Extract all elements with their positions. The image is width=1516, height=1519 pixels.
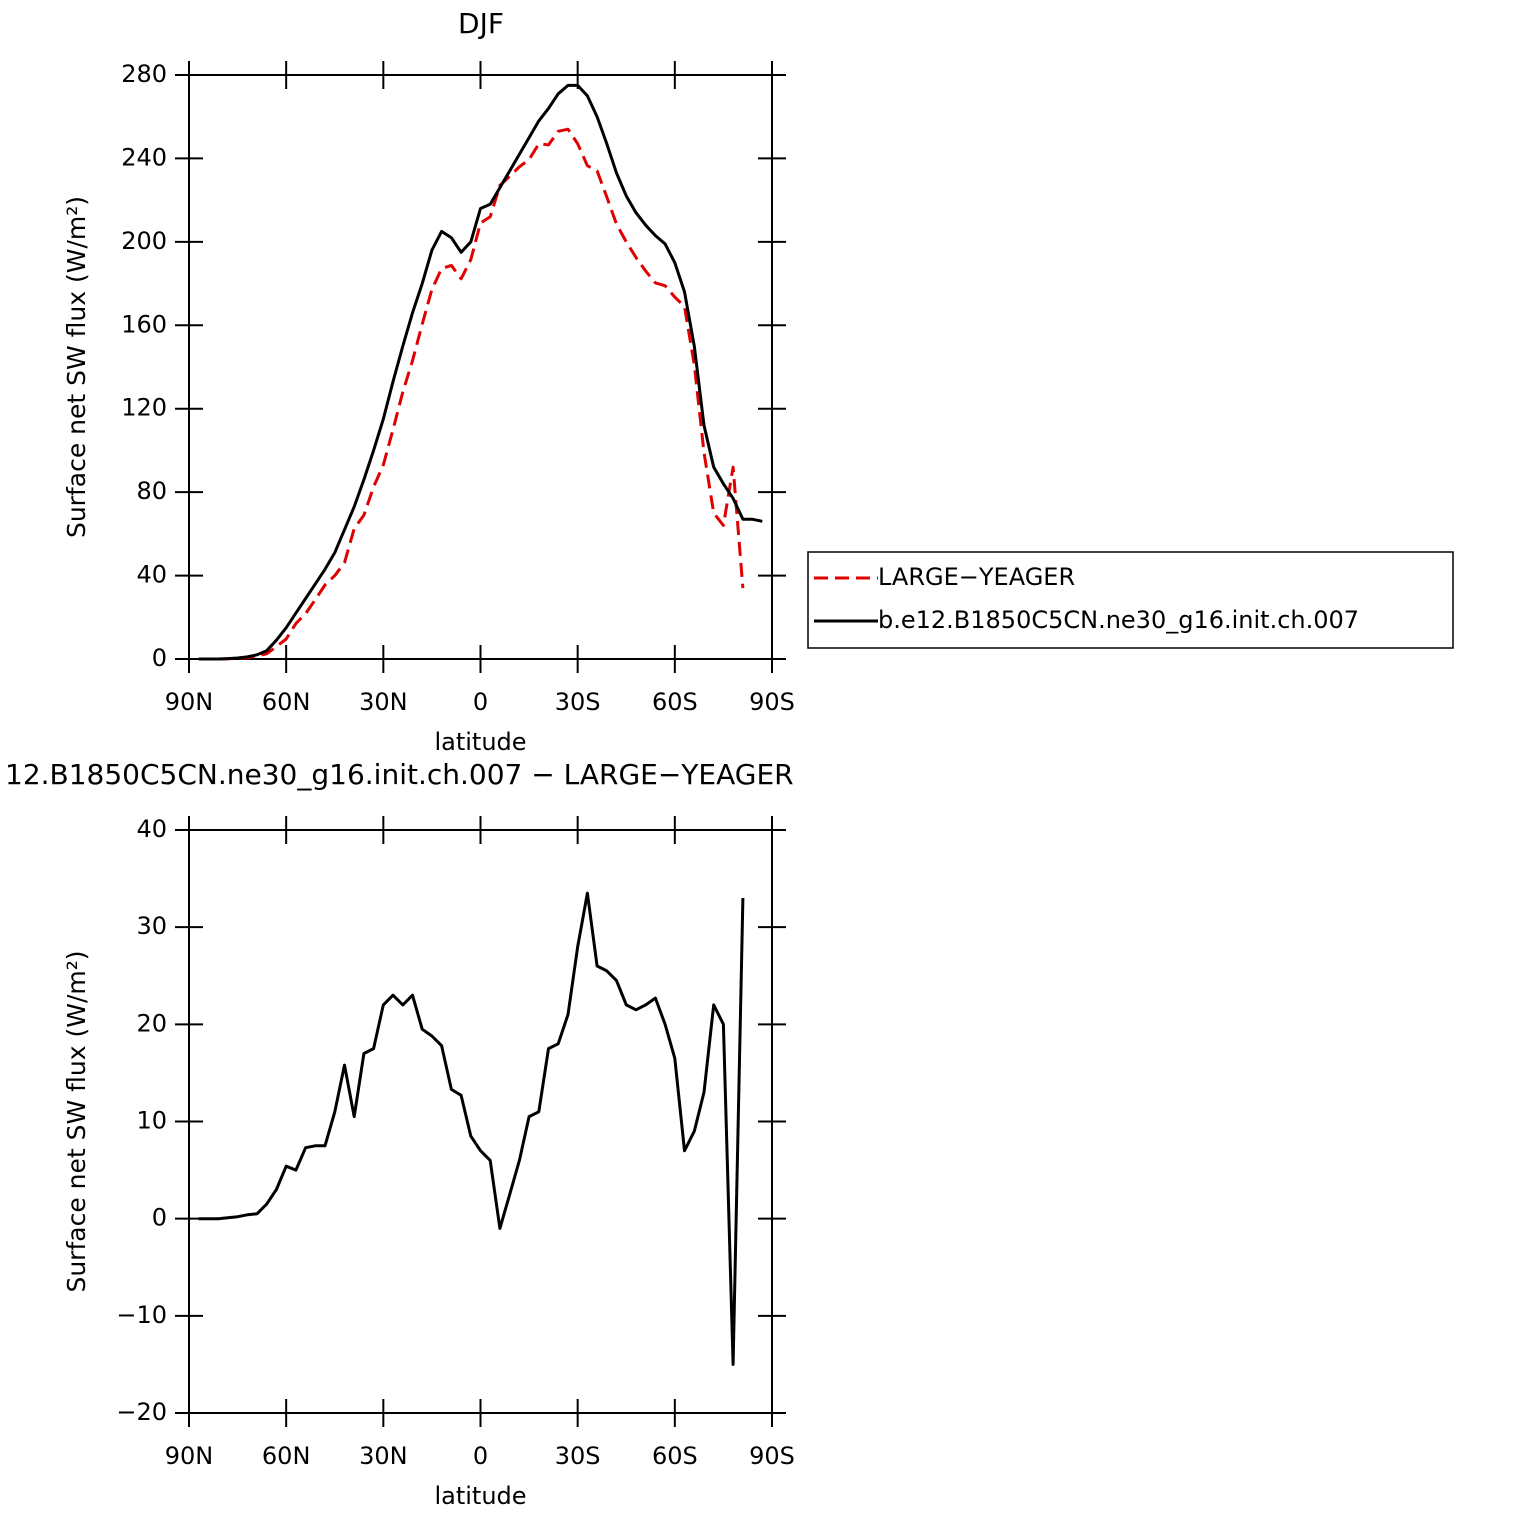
x-tick-label: 60N [262, 688, 311, 716]
y-tick-label: 160 [121, 310, 167, 338]
x-tick-label: 30S [555, 1442, 601, 1470]
x-tick-label: 0 [473, 1442, 488, 1470]
y-tick-label: 240 [121, 143, 167, 171]
y-tick-label: −20 [116, 1398, 167, 1426]
x-tick-label: 90N [165, 688, 214, 716]
x-tick-label: 30N [359, 688, 408, 716]
y-tick-label: 0 [152, 644, 167, 672]
legend-box [807, 551, 1454, 649]
plot-frame [188, 829, 773, 1414]
x-tick-label: 60S [652, 688, 698, 716]
x-tick-label: 60S [652, 1442, 698, 1470]
x-tick-label: 30N [359, 1442, 408, 1470]
x-tick-label: 30S [555, 688, 601, 716]
y-tick-label: −10 [116, 1301, 167, 1329]
x-tick-label: 60N [262, 1442, 311, 1470]
y-tick-label: 30 [136, 912, 167, 940]
y-tick-label: 120 [121, 394, 167, 422]
y-tick-label: 200 [121, 227, 167, 255]
y-axis-label: Surface net SW flux (W/m²) [62, 950, 91, 1292]
chart-title: 12.B1850C5CN.ne30_g16.init.ch.007 − LARG… [5, 758, 794, 791]
x-axis-label: latitude [434, 728, 526, 756]
y-tick-label: 10 [136, 1107, 167, 1135]
x-axis-label: latitude [434, 1482, 526, 1510]
y-tick-label: 280 [121, 60, 167, 88]
legend-label: LARGE−YEAGER [878, 563, 1075, 591]
chart-title: DJF [458, 7, 504, 40]
x-tick-label: 90S [749, 1442, 795, 1470]
x-tick-label: 90S [749, 688, 795, 716]
y-tick-label: 0 [152, 1204, 167, 1232]
plot-frame [188, 74, 773, 660]
y-tick-label: 40 [136, 561, 167, 589]
data-line [198, 127, 745, 661]
legend-label: b.e12.B1850C5CN.ne30_g16.init.ch.007 [878, 606, 1359, 634]
data-line [198, 891, 745, 1366]
y-axis-label: Surface net SW flux (W/m²) [62, 196, 91, 538]
x-tick-label: 90N [165, 1442, 214, 1470]
x-tick-label: 0 [473, 688, 488, 716]
data-line [198, 83, 763, 661]
y-tick-label: 20 [136, 1009, 167, 1037]
y-tick-label: 40 [136, 815, 167, 843]
y-tick-label: 80 [136, 477, 167, 505]
